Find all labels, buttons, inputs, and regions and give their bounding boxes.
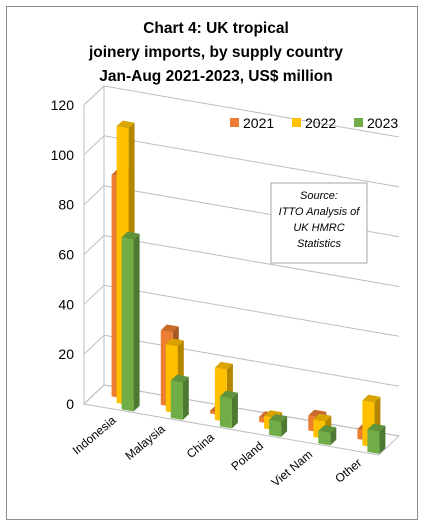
bar-front — [219, 396, 232, 429]
bar-top — [219, 390, 238, 399]
chart-title-line-1: Chart 4: UK tropical — [143, 20, 289, 37]
legend-swatch-2021 — [230, 118, 239, 127]
bar-side — [182, 376, 189, 420]
annotation-line-1: Source: — [300, 190, 338, 202]
gridline — [83, 234, 400, 287]
annotation-line-2: ITTO Analysis of — [279, 206, 361, 218]
bar-side — [231, 392, 238, 429]
annotation-line-3: UK HMRC — [293, 222, 344, 234]
gridline — [83, 384, 400, 437]
bar-top — [165, 338, 184, 347]
bars — [111, 120, 386, 454]
bar-top — [269, 414, 288, 422]
gridline — [83, 334, 400, 387]
bar-top — [214, 361, 233, 370]
legend-label-2023: 2023 — [367, 115, 398, 131]
y-tick-label: 20 — [58, 346, 74, 362]
bar-indonesia-2023 — [121, 231, 140, 412]
y-tick-label: 100 — [51, 147, 75, 163]
source-annotation: Source: ITTO Analysis of UK HMRC Statist… — [270, 182, 368, 264]
y-tick-label: 0 — [66, 396, 74, 412]
bar-other-2023 — [367, 423, 386, 454]
bar-malaysia-2023 — [170, 374, 189, 420]
bar-side — [379, 425, 386, 454]
y-axis-ticks: 0 20 40 60 80 100 120 — [51, 97, 75, 412]
legend-label-2022: 2022 — [305, 115, 336, 131]
x-tick-label: Other — [332, 456, 364, 486]
gridline — [83, 284, 400, 337]
bar-top — [362, 394, 381, 403]
chart-title-line-2: joinery imports, by supply country — [88, 44, 343, 61]
x-tick-label: Indonesia — [70, 413, 119, 457]
bar-front — [318, 430, 331, 446]
bar-top — [116, 120, 135, 129]
y-tick-label: 40 — [58, 296, 74, 312]
annotation-box — [270, 182, 368, 264]
legend-swatch-2023 — [354, 118, 363, 127]
bar-top — [318, 425, 337, 433]
bar-top — [170, 374, 189, 383]
x-tick-label: Viet Nam — [269, 447, 316, 489]
bar-side — [330, 427, 337, 446]
bar-china-2023 — [219, 390, 238, 429]
bar-side — [281, 416, 288, 437]
bar-top — [121, 231, 140, 240]
bar-front — [367, 429, 380, 454]
annotation-line-4: Statistics — [297, 238, 342, 250]
legend-label-2021: 2021 — [243, 115, 274, 131]
bar-front — [121, 237, 134, 412]
chart-title-line-3: Jan-Aug 2021-2023, US$ million — [99, 68, 332, 85]
bar-front — [170, 380, 183, 420]
bar-top — [367, 423, 386, 432]
bar-front — [269, 419, 282, 437]
bar-poland-2023 — [269, 414, 288, 437]
legend-swatch-2022 — [292, 118, 301, 127]
y-tick-label: 60 — [58, 247, 74, 263]
x-tick-label: Malaysia — [122, 422, 168, 463]
bar-top — [160, 324, 179, 333]
bar-viet-nam-2023 — [318, 425, 337, 446]
y-tick-label: 80 — [58, 197, 74, 213]
bar-top — [313, 413, 332, 422]
bar-side — [133, 233, 140, 412]
x-tick-label: Poland — [228, 439, 266, 474]
legend: 2021 2022 2023 — [230, 115, 398, 131]
y-tick-label: 120 — [51, 97, 75, 113]
x-tick-label: China — [184, 430, 217, 461]
gridline — [83, 135, 400, 188]
